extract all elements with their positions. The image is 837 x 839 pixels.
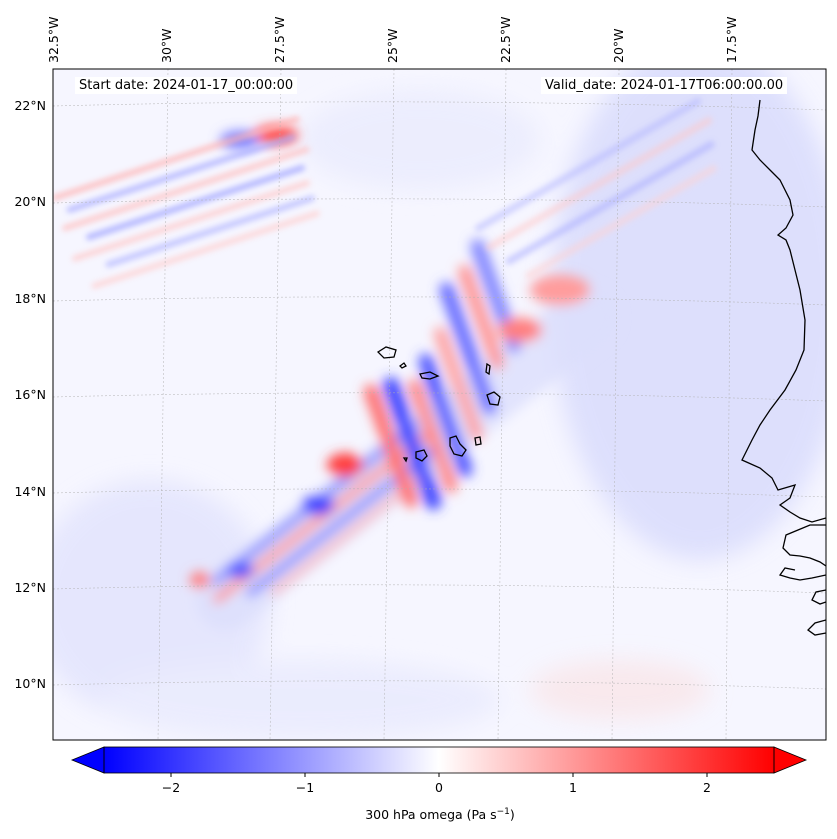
colorbar-max-extend	[773, 746, 808, 774]
cape-verde-santo-antao	[376, 346, 397, 359]
valid-date-label: Valid_date: 2024-01-17T06:00:00.00	[541, 77, 788, 94]
coastline	[376, 99, 826, 636]
omega-background-field	[53, 69, 826, 740]
longitude-tick-label: 27.5°W	[272, 16, 287, 63]
omega-ne-streaks	[474, 97, 718, 279]
colorbar-tickmarks	[170, 773, 708, 777]
colorbar-body	[104, 747, 774, 773]
map-panel	[53, 69, 826, 740]
colorbar-tick-label: 1	[569, 780, 577, 795]
colorbar-tick-label: 0	[435, 780, 443, 795]
cape-verde-boa-vista	[486, 391, 501, 406]
cape-verde-brava	[402, 457, 408, 463]
longitude-tick-label: 20°W	[611, 28, 626, 63]
longitude-tick-label: 25°W	[385, 28, 400, 63]
cape-verde-sao-nicolau	[419, 371, 440, 380]
cape-verde-fogo	[415, 449, 428, 462]
colorbar-tick-label: 2	[703, 780, 711, 795]
colorbar-title-main: 300 hPa omega (Pa s	[365, 807, 497, 823]
colorbar-title-close: )	[509, 807, 515, 823]
latitude-tick-label: 22°N	[14, 98, 46, 113]
colorbar-title: 300 hPa omega (Pa s−1)	[365, 807, 515, 822]
colorbar-title-exponent: −1	[496, 807, 510, 817]
cape-verde-sal	[485, 362, 491, 376]
longitude-tick-label: 17.5°W	[724, 16, 739, 63]
cape-verde-sao-vicente	[399, 362, 407, 369]
latitude-tick-label: 16°N	[14, 387, 46, 403]
longitude-tick-label: 22.5°W	[498, 16, 513, 63]
longitude-tick-label: 30°W	[159, 28, 174, 63]
cape-verde-maio	[474, 436, 482, 446]
colorbar-tick-label: −1	[295, 780, 315, 795]
colorbar-tick-label: −2	[161, 780, 181, 795]
latitude-tick-label: 12°N	[14, 580, 46, 595]
longitude-tick-label: 32.5°W	[46, 16, 61, 63]
start-date-label: Start date: 2024-01-17_00:00:00	[75, 77, 298, 94]
omega-nw-streaks	[53, 116, 320, 289]
colorbar-min-extend	[70, 746, 105, 774]
latitude-tick-label: 18°N	[14, 290, 46, 306]
cape-verde-santiago	[449, 435, 467, 457]
colorbar	[70, 746, 808, 777]
latitude-tick-label: 20°N	[14, 194, 46, 210]
map-frame	[52, 68, 827, 741]
africa-coast	[741, 99, 826, 636]
latitude-tick-label: 10°N	[14, 676, 46, 692]
latitude-tick-label: 14°N	[14, 483, 46, 499]
